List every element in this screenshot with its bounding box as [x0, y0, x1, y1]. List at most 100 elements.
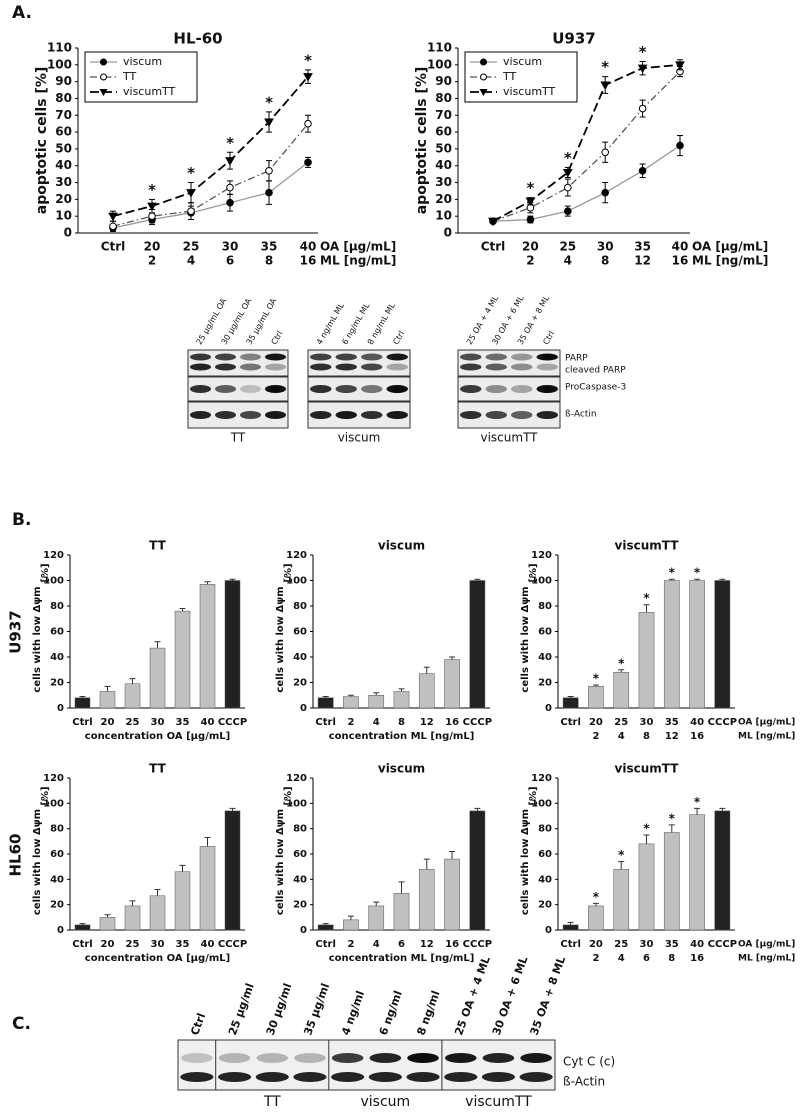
x-tick-label: 30: [151, 717, 165, 728]
panel-label: B.: [12, 510, 31, 530]
x-tick-label: 8: [265, 254, 273, 268]
x-tick-label: 40: [672, 240, 689, 254]
blot-band: [482, 1053, 515, 1063]
legend-marker: [99, 89, 108, 96]
y-tick-label: 90: [435, 74, 452, 88]
bar: [638, 612, 655, 709]
x-tick-label: 4: [564, 254, 572, 268]
y-axis-unit: [%]: [528, 563, 539, 582]
marker: [601, 148, 610, 157]
bar: [124, 905, 141, 931]
x-tick-label: CCCP: [708, 717, 737, 728]
blot-band: [519, 1072, 553, 1082]
y-tick-label: 80: [50, 601, 64, 612]
marker: [187, 207, 195, 215]
x-row-label: OA [µg/mL]: [738, 940, 795, 950]
blot-band: [293, 1072, 327, 1082]
marker: [304, 119, 312, 128]
y-tick-label: 90: [55, 74, 72, 88]
legend-marker: [480, 73, 487, 81]
error-bar: [347, 694, 354, 697]
error-bar: [179, 608, 186, 612]
legend-label: viscumTT: [503, 85, 556, 98]
error-bar: [398, 688, 405, 692]
y-tick-label: 100: [43, 798, 64, 809]
legend-marker: [100, 73, 107, 81]
panel-label: A.: [12, 3, 32, 23]
significance: *: [526, 179, 534, 197]
error-bar: [592, 684, 599, 687]
x-axis-label: concentration OA [µg/mL]: [85, 731, 230, 742]
blot-band: [217, 1072, 252, 1082]
blot-band: [218, 1053, 251, 1063]
blot-band: [190, 363, 211, 371]
error-bar: [79, 696, 86, 698]
x-tick-label: Ctrl: [560, 939, 580, 950]
x-row-label: ML [ng/mL]: [738, 732, 795, 742]
bar: [663, 832, 680, 931]
x-tick-label: Ctrl: [315, 939, 335, 950]
y-axis-label: cells with low Δψm: [275, 809, 286, 915]
lane-label: Ctrl: [541, 329, 556, 346]
series-line: [492, 145, 681, 222]
x-tick-label: 8: [668, 953, 675, 964]
y-tick-label: 0: [300, 703, 307, 714]
bar: [613, 672, 630, 709]
blot-row-label: cleaved PARP: [565, 366, 626, 376]
x-tick-label: 20: [589, 717, 603, 728]
bar: [174, 871, 191, 931]
error-bar: [229, 578, 236, 581]
group-label: viscum: [338, 431, 381, 445]
lane-label: Ctrl: [188, 1011, 208, 1037]
x-tick-label: CCCP: [463, 717, 492, 728]
error-bar: [567, 921, 574, 925]
x-tick-label: 35: [176, 717, 190, 728]
bar: [74, 697, 91, 709]
x-tick-label: CCCP: [463, 939, 492, 950]
lane-label: Ctrl: [391, 329, 406, 346]
x-tick-label: 30: [151, 939, 165, 950]
bar: [74, 924, 91, 931]
lane-label: 6 ng/ml: [377, 989, 405, 1037]
error-bar: [643, 604, 650, 613]
series-line: [492, 63, 681, 223]
group-label: viscumTT: [465, 1094, 532, 1110]
y-tick-label: 60: [55, 125, 72, 139]
x-axis-label: concentration OA [µg/mL]: [85, 953, 230, 964]
marker: [638, 166, 647, 175]
y-tick-label: 80: [435, 91, 452, 105]
marker: [226, 198, 234, 207]
marker: [525, 197, 536, 207]
y-tick-label: 80: [538, 601, 552, 612]
bar: [99, 917, 116, 931]
error-bar: [618, 861, 625, 870]
blot-band: [485, 411, 507, 419]
blot-band: [361, 411, 383, 419]
x-axis-label: concentration ML [ng/mL]: [329, 953, 475, 964]
error-bar: [474, 578, 481, 581]
blot-band: [386, 353, 408, 361]
error-bar: [373, 901, 380, 906]
bar: [444, 858, 460, 931]
bar: [418, 868, 435, 931]
blot-band: [485, 353, 507, 361]
y-axis-label: cells with low Δψm: [520, 586, 531, 692]
x-tick-label: 25: [183, 240, 200, 254]
x-tick-label: Ctrl: [481, 240, 506, 254]
error-bar: [322, 923, 329, 925]
x-tick-label: 20: [522, 240, 539, 254]
x-row-label: OA [µg/mL]: [320, 240, 396, 254]
blot-band: [265, 411, 286, 419]
blot-band: [190, 411, 211, 419]
marker: [675, 61, 685, 70]
significance: *: [265, 93, 273, 111]
bar: [613, 868, 630, 931]
error-bar: [592, 902, 599, 906]
bar: [124, 683, 141, 709]
significance: *: [618, 656, 625, 670]
lane-label: 35 OA + 8 ML: [528, 955, 569, 1037]
y-tick-label: 60: [435, 125, 452, 139]
y-tick-label: 20: [293, 900, 307, 911]
bar: [368, 905, 385, 931]
significance: *: [601, 58, 609, 76]
